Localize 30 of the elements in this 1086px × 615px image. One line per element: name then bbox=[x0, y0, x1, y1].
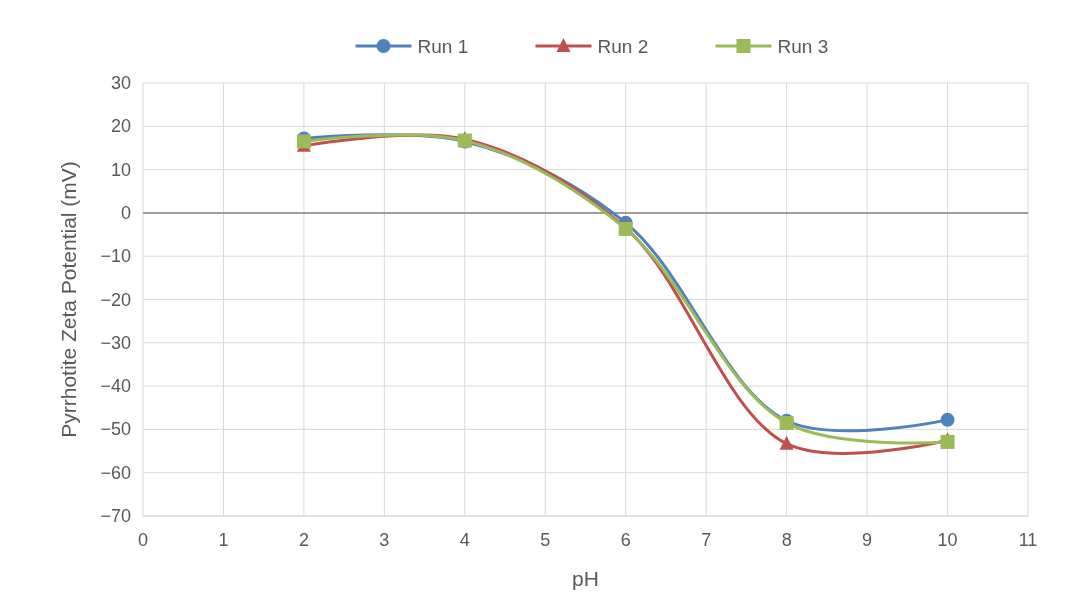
x-tick-label: 8 bbox=[781, 530, 792, 550]
x-tick-label: 1 bbox=[218, 530, 229, 550]
x-tick-label: 9 bbox=[862, 530, 873, 550]
legend-label: Run 1 bbox=[417, 36, 469, 57]
y-tick-label: 0 bbox=[120, 202, 131, 223]
x-axis-title: pH bbox=[572, 567, 599, 590]
x-tick-label: 11 bbox=[1018, 530, 1038, 550]
y-tick-label: −60 bbox=[100, 462, 131, 483]
x-tick-label: 3 bbox=[379, 530, 390, 550]
y-tick-label: −40 bbox=[100, 376, 131, 397]
x-tick-label: 7 bbox=[701, 530, 712, 550]
x-tick-label: 5 bbox=[540, 530, 551, 550]
y-tick-label: 20 bbox=[110, 116, 131, 137]
x-tick-label: 0 bbox=[137, 530, 149, 550]
legend-label: Run 2 bbox=[597, 36, 649, 57]
point bbox=[779, 435, 794, 450]
x-tick-label: 4 bbox=[459, 530, 470, 550]
y-tick-label: −10 bbox=[100, 246, 131, 267]
y-tick-label: −20 bbox=[100, 289, 131, 310]
x-tick-label: 2 bbox=[298, 530, 309, 550]
point bbox=[940, 412, 955, 427]
y-tick-label: −70 bbox=[100, 506, 131, 526]
y-tick-label: −30 bbox=[100, 332, 131, 353]
legend-label: Run 3 bbox=[777, 36, 829, 57]
y-tick-label: −50 bbox=[100, 419, 131, 440]
y-tick-label: 10 bbox=[110, 159, 131, 180]
y-axis-title: Pyrrhotite Zeta Potential (mV) bbox=[57, 161, 80, 438]
x-tick-label: 10 bbox=[937, 530, 958, 550]
x-tick-label: 6 bbox=[620, 530, 631, 550]
y-tick-label: 30 bbox=[110, 73, 131, 93]
